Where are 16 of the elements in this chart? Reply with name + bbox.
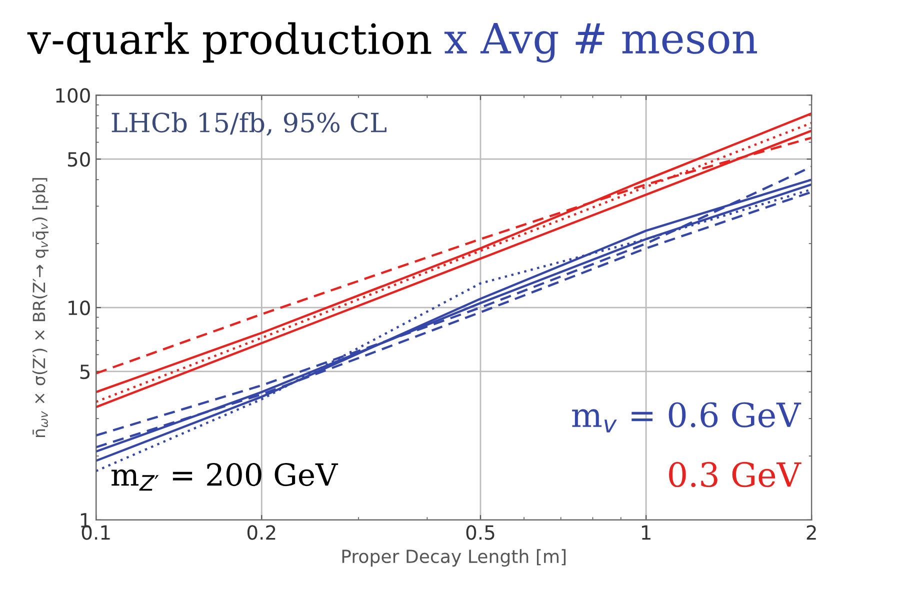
y-tick-label: 100 (56, 88, 90, 103)
chart-title: v-quark production (27, 22, 432, 63)
x-axis-title: Proper Decay Length [m] (342, 549, 566, 567)
y-tick-label: 10 (68, 300, 90, 316)
annotation: m$_{v}$ = 0.6 GeV (572, 402, 802, 432)
x-tick-label: 2 (806, 525, 816, 540)
chart-subtitle: x Avg # meson (444, 22, 758, 63)
y-axis-title: n̄$_{ωv}$ × σ(Z′) × BR(Z′→ q$_{v}$q̄$_{v}$) [pb] (32, 178, 49, 438)
annotation: LHCb 15/fb, 95% CL (112, 112, 386, 136)
y-tick-label: 5 (80, 364, 90, 380)
y-tick-label: 50 (68, 152, 90, 167)
annotation: 0.3 GeV (669, 462, 802, 488)
x-tick-label: 0.5 (466, 525, 494, 540)
x-tick-label: 1 (642, 525, 650, 540)
x-tick-label: 0.2 (247, 525, 276, 540)
annotation: m$_{Z′}$ = 200 GeV (111, 462, 338, 491)
